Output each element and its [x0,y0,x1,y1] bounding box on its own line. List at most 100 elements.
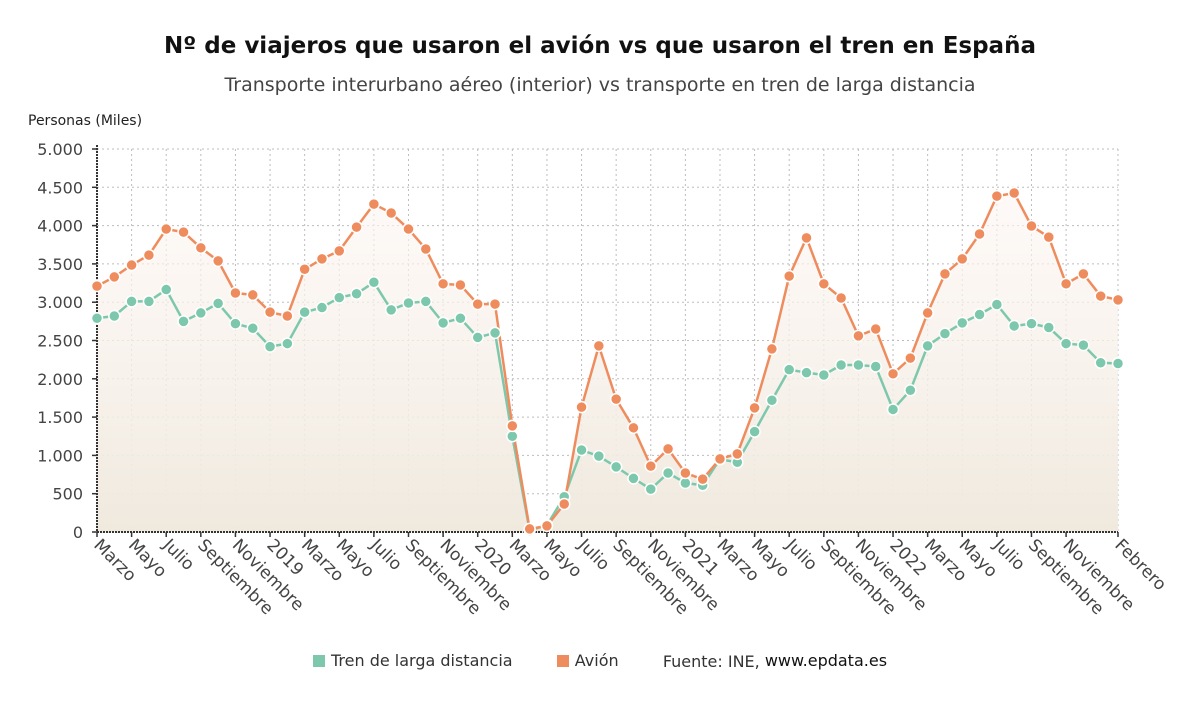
data-point-tren [800,366,813,379]
data-point-avion [367,197,381,211]
data-point-avion [402,222,415,236]
data-point-avion [384,206,398,220]
data-point-avion [1042,230,1056,244]
data-point-tren [211,297,225,310]
data-point-tren [1111,357,1125,370]
data-point-tren [644,482,658,496]
legend-label-avion: Avión [574,651,619,670]
legend-swatch-tren [312,654,325,667]
data-point-avion [506,419,519,433]
data-point-avion [211,254,225,268]
data-point-tren [661,466,675,480]
data-point-tren [281,337,294,350]
data-point-avion [194,241,208,255]
data-point-tren [1025,317,1038,330]
data-point-avion [731,447,744,461]
data-point-avion [1077,267,1090,281]
data-point-tren [488,326,502,340]
y-tick-label: 4.500 [37,178,83,197]
legend-label-tren: Tren de larga distancia [330,651,513,670]
axes [92,145,1119,537]
data-point-avion [765,342,779,356]
y-tick-labels: 0 500 1.000 1.500 2.000 2.500 3.000 3.500 4.000 4… [37,140,83,542]
y-tick-label: 0 [73,523,83,542]
data-point-tren [869,360,882,373]
data-point-tren [1042,321,1056,334]
data-point-avion [333,244,346,258]
data-point-tren [333,291,346,304]
data-point-tren [142,295,156,308]
data-point-avion [575,400,588,414]
source-note: Fuente: INE, www.epdata.es [662,650,888,671]
data-point-avion [886,367,900,381]
data-point-tren [108,309,121,323]
series-points [90,186,1125,537]
data-point-tren [436,316,450,330]
area-fill [97,193,1118,533]
y-tick-label: 1.500 [37,408,83,427]
data-point-avion [938,267,952,281]
data-point-tren [229,317,242,330]
data-point-tren [454,312,467,325]
data-point-avion [609,392,623,406]
data-point-tren [852,358,865,372]
data-point-tren [1059,337,1073,350]
data-point-avion [229,286,242,300]
data-point-avion [125,258,138,272]
legend: Tren de larga distancia Avión Fuente: IN… [0,650,1200,671]
y-tick-label: 3.000 [37,293,83,312]
data-point-avion [817,277,831,291]
data-point-tren [367,276,381,289]
data-point-avion [454,278,467,292]
data-point-avion [661,442,675,456]
data-point-avion [471,297,484,311]
data-point-tren [471,331,484,344]
data-point-avion [177,225,190,239]
data-point-avion [627,421,640,435]
data-point-tren [263,340,277,353]
y-tick-label: 2.500 [37,332,83,351]
data-point-avion [713,452,727,466]
data-point-avion [298,263,311,276]
data-point-avion [540,519,554,533]
data-point-avion [956,252,969,266]
data-point-avion [557,497,571,511]
chart-subtitle: Transporte interurbano aéreo (interior) … [224,74,976,96]
data-point-tren [904,384,917,397]
y-tick-label: 500 [52,485,83,504]
data-point-avion [263,305,277,319]
data-point-tren [419,295,433,308]
data-point-avion [696,472,709,486]
data-point-tren [90,312,104,325]
data-point-tren [817,368,831,382]
data-point-avion [246,288,259,302]
data-point-avion [748,401,761,415]
data-point-tren [125,295,138,308]
data-point-avion [834,291,848,305]
y-axis-label: Personas (Miles) [28,113,143,129]
data-point-avion [1059,277,1073,291]
data-point-avion [990,189,1004,203]
data-point-tren [575,443,588,457]
data-point-tren [506,430,519,443]
chart-title: Nº de viajeros que usaron el avión vs qu… [164,33,1036,59]
data-point-tren [921,339,934,353]
y-tick-label: 4.000 [37,217,83,236]
data-point-avion [904,351,917,365]
data-point-avion [921,306,934,320]
data-point-tren [886,403,900,416]
data-point-avion [90,279,104,293]
data-point-avion [159,222,173,236]
data-point-tren [1077,338,1090,352]
data-point-tren [609,460,623,474]
data-point-tren [177,315,190,328]
data-point-avion [488,297,502,311]
data-point-tren [990,298,1004,311]
data-point-tren [194,306,208,320]
data-point-tren [973,308,986,321]
data-point-avion [281,309,294,323]
data-point-avion [1094,289,1107,303]
data-point-tren [956,316,969,330]
data-point-tren [315,301,329,314]
